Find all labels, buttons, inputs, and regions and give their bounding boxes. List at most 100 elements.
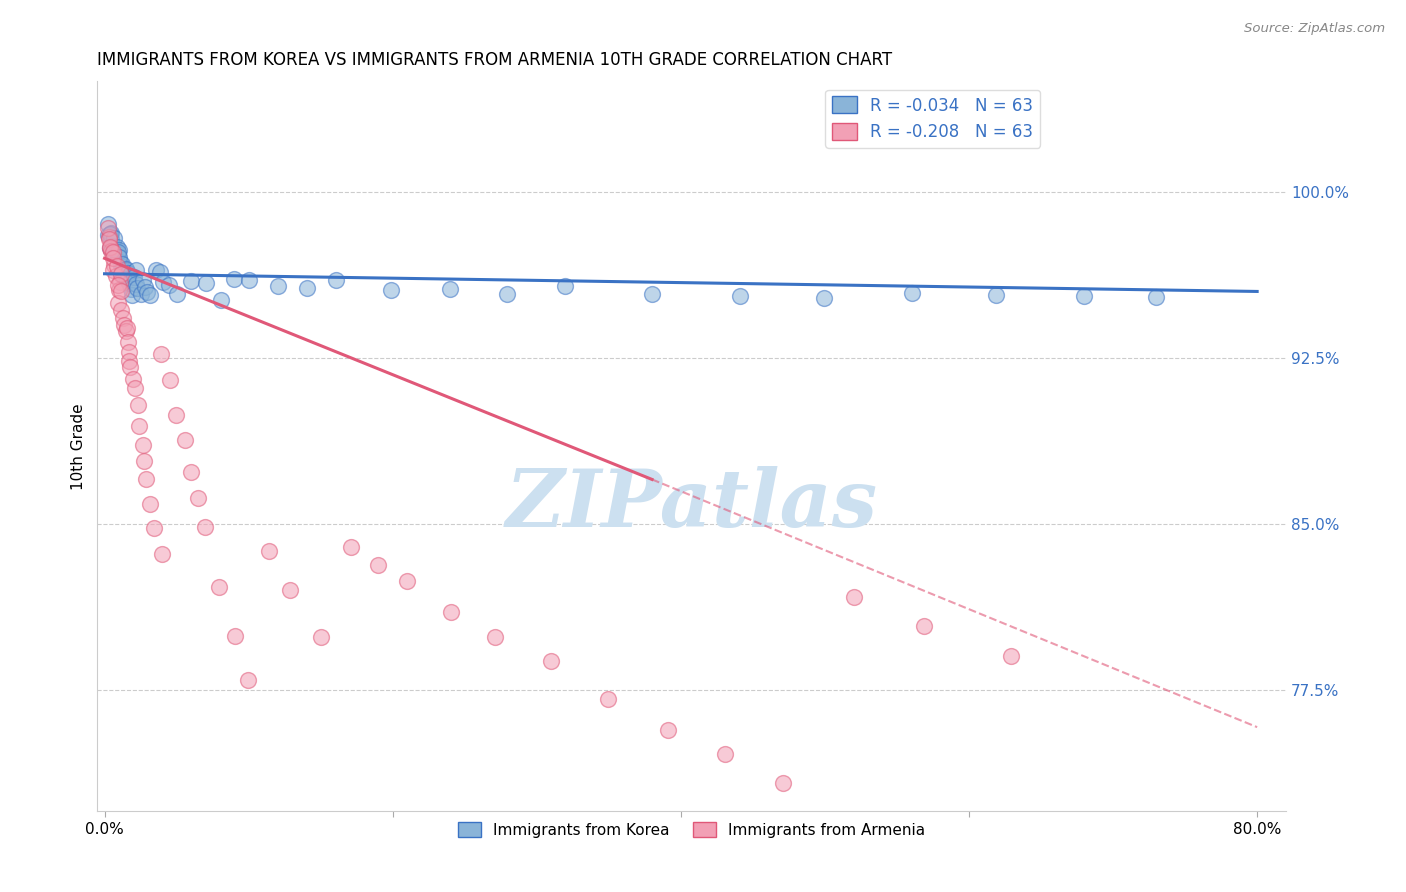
- Point: [98, 232, 121, 246]
- Point: [134, 280, 156, 294]
- Point: [1000, 648, 1022, 663]
- Point: [117, 335, 139, 350]
- Point: [110, 284, 132, 298]
- Point: [108, 250, 131, 264]
- Point: [96, 221, 118, 235]
- Point: [813, 291, 835, 305]
- Point: [224, 629, 246, 643]
- Point: [103, 231, 125, 245]
- Point: [128, 418, 150, 433]
- Point: [145, 263, 167, 277]
- Point: [173, 434, 195, 448]
- Point: [367, 558, 389, 573]
- Point: [484, 631, 506, 645]
- Point: [598, 692, 620, 706]
- Point: [129, 286, 152, 301]
- Point: [125, 262, 148, 277]
- Point: [121, 372, 143, 386]
- Point: [657, 723, 679, 737]
- Point: [111, 262, 134, 277]
- Point: [340, 540, 363, 554]
- Point: [108, 275, 131, 289]
- Text: IMMIGRANTS FROM KOREA VS IMMIGRANTS FROM ARMENIA 10TH GRADE CORRELATION CHART: IMMIGRANTS FROM KOREA VS IMMIGRANTS FROM…: [97, 51, 893, 69]
- Point: [98, 230, 121, 244]
- Point: [134, 454, 156, 468]
- Point: [325, 273, 347, 287]
- Text: Source: ZipAtlas.com: Source: ZipAtlas.com: [1244, 22, 1385, 36]
- Point: [554, 278, 576, 293]
- Point: [208, 580, 231, 594]
- Point: [124, 270, 146, 285]
- Point: [138, 288, 160, 302]
- Point: [108, 255, 131, 269]
- Point: [101, 245, 124, 260]
- Point: [124, 381, 146, 395]
- Point: [280, 583, 302, 598]
- Point: [111, 310, 134, 325]
- Point: [108, 283, 131, 297]
- Point: [105, 240, 128, 254]
- Point: [105, 260, 128, 274]
- Point: [125, 281, 148, 295]
- Point: [120, 283, 142, 297]
- Point: [149, 265, 172, 279]
- Point: [100, 226, 122, 240]
- Point: [110, 259, 132, 273]
- Point: [194, 520, 217, 534]
- Point: [257, 543, 280, 558]
- Point: [115, 272, 138, 286]
- Point: [713, 747, 735, 761]
- Point: [901, 286, 924, 301]
- Point: [100, 244, 122, 258]
- Point: [112, 318, 135, 333]
- Point: [121, 287, 143, 301]
- Point: [101, 238, 124, 252]
- Point: [380, 284, 402, 298]
- Point: [912, 619, 935, 633]
- Point: [115, 263, 138, 277]
- Text: ZIPatlas: ZIPatlas: [506, 466, 877, 543]
- Point: [98, 240, 121, 254]
- Point: [842, 590, 865, 604]
- Point: [100, 232, 122, 246]
- Point: [159, 373, 181, 387]
- Point: [194, 276, 217, 290]
- Point: [132, 437, 155, 451]
- Point: [103, 245, 125, 260]
- Legend: Immigrants from Korea, Immigrants from Armenia: Immigrants from Korea, Immigrants from A…: [453, 815, 931, 844]
- Point: [180, 274, 202, 288]
- Point: [772, 775, 794, 789]
- Point: [107, 295, 129, 310]
- Point: [150, 347, 173, 361]
- Point: [728, 289, 751, 303]
- Point: [124, 277, 146, 291]
- Point: [540, 653, 562, 667]
- Point: [108, 244, 131, 258]
- Point: [98, 241, 121, 255]
- Point: [101, 263, 124, 277]
- Point: [103, 252, 125, 266]
- Point: [98, 227, 121, 242]
- Point: [132, 272, 155, 286]
- Point: [180, 465, 202, 479]
- Point: [984, 288, 1007, 302]
- Point: [110, 267, 132, 281]
- Point: [236, 673, 259, 687]
- Point: [117, 320, 139, 334]
- Point: [496, 286, 519, 301]
- Point: [1146, 290, 1168, 304]
- Point: [97, 217, 120, 231]
- Point: [111, 256, 134, 270]
- Point: [115, 270, 138, 285]
- Point: [166, 286, 188, 301]
- Point: [143, 521, 166, 535]
- Point: [98, 241, 121, 255]
- Point: [97, 227, 120, 242]
- Point: [107, 277, 129, 292]
- Point: [395, 574, 418, 589]
- Point: [152, 276, 174, 290]
- Point: [104, 240, 127, 254]
- Point: [209, 293, 232, 307]
- Point: [138, 497, 160, 511]
- Point: [266, 279, 288, 293]
